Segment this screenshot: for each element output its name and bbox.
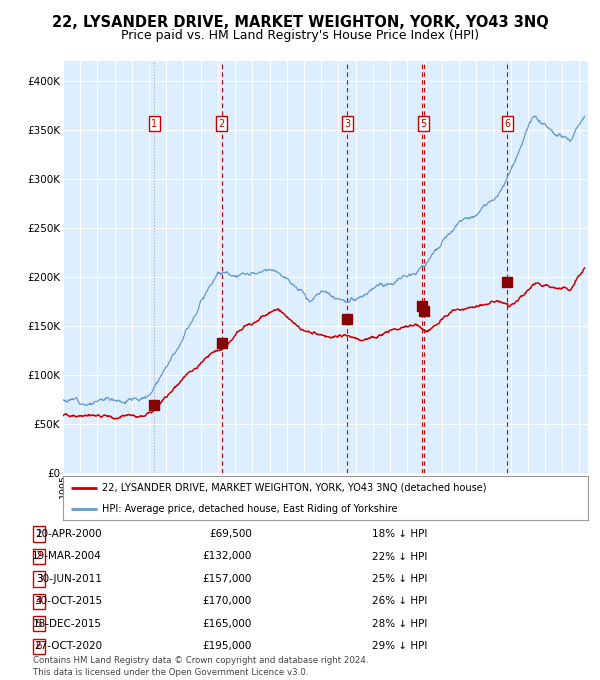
Text: Contains HM Land Registry data © Crown copyright and database right 2024.: Contains HM Land Registry data © Crown c… bbox=[33, 656, 368, 665]
Text: £69,500: £69,500 bbox=[209, 529, 252, 539]
Text: 18-DEC-2015: 18-DEC-2015 bbox=[33, 619, 102, 629]
Text: 27-OCT-2020: 27-OCT-2020 bbox=[34, 641, 102, 651]
Text: 22% ↓ HPI: 22% ↓ HPI bbox=[372, 551, 427, 562]
Text: 4: 4 bbox=[35, 596, 43, 607]
Text: 19-MAR-2004: 19-MAR-2004 bbox=[32, 551, 102, 562]
Text: 22, LYSANDER DRIVE, MARKET WEIGHTON, YORK, YO43 3NQ (detached house): 22, LYSANDER DRIVE, MARKET WEIGHTON, YOR… bbox=[103, 483, 487, 493]
Text: 22, LYSANDER DRIVE, MARKET WEIGHTON, YORK, YO43 3NQ: 22, LYSANDER DRIVE, MARKET WEIGHTON, YOR… bbox=[52, 15, 548, 30]
Text: HPI: Average price, detached house, East Riding of Yorkshire: HPI: Average price, detached house, East… bbox=[103, 504, 398, 513]
Text: This data is licensed under the Open Government Licence v3.0.: This data is licensed under the Open Gov… bbox=[33, 668, 308, 677]
Text: 1: 1 bbox=[35, 529, 43, 539]
Text: 3: 3 bbox=[344, 119, 350, 129]
Text: 5: 5 bbox=[35, 619, 43, 629]
Text: 2: 2 bbox=[35, 551, 43, 562]
Text: £157,000: £157,000 bbox=[203, 574, 252, 584]
Text: 6: 6 bbox=[505, 119, 511, 129]
Text: 20-APR-2000: 20-APR-2000 bbox=[35, 529, 102, 539]
Text: 6: 6 bbox=[35, 641, 43, 651]
Text: 29% ↓ HPI: 29% ↓ HPI bbox=[372, 641, 427, 651]
Text: £132,000: £132,000 bbox=[203, 551, 252, 562]
Text: £195,000: £195,000 bbox=[203, 641, 252, 651]
Text: 2: 2 bbox=[218, 119, 225, 129]
Text: £165,000: £165,000 bbox=[203, 619, 252, 629]
Text: 30-JUN-2011: 30-JUN-2011 bbox=[36, 574, 102, 584]
Text: 18% ↓ HPI: 18% ↓ HPI bbox=[372, 529, 427, 539]
Text: 1: 1 bbox=[151, 119, 157, 129]
Text: 30-OCT-2015: 30-OCT-2015 bbox=[34, 596, 102, 607]
Text: 28% ↓ HPI: 28% ↓ HPI bbox=[372, 619, 427, 629]
Text: 3: 3 bbox=[35, 574, 43, 584]
Text: £170,000: £170,000 bbox=[203, 596, 252, 607]
Text: Price paid vs. HM Land Registry's House Price Index (HPI): Price paid vs. HM Land Registry's House … bbox=[121, 29, 479, 42]
Text: 25% ↓ HPI: 25% ↓ HPI bbox=[372, 574, 427, 584]
Text: 26% ↓ HPI: 26% ↓ HPI bbox=[372, 596, 427, 607]
Text: 5: 5 bbox=[421, 119, 427, 129]
